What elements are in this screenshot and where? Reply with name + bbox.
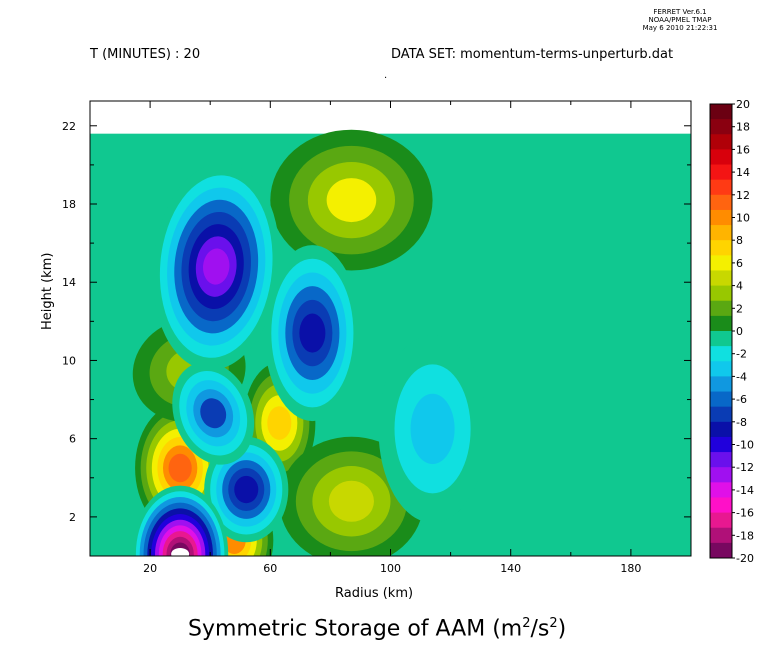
title-sup-2: 2 (549, 616, 558, 631)
x-tick-label: 180 (620, 562, 641, 575)
contour-band (171, 548, 190, 556)
colorbar-swatch (710, 331, 732, 347)
contour-feature (264, 245, 361, 422)
colorbar-swatch (710, 225, 732, 241)
colorbar-swatch (710, 270, 732, 287)
colorbar-swatch (710, 119, 732, 135)
colorbar-label: -18 (736, 529, 754, 542)
colorbar-label: -10 (736, 439, 754, 452)
colorbar-swatch (710, 300, 732, 317)
software-line-3: May 6 2010 21:22:31 (642, 24, 718, 32)
contour-band (328, 480, 374, 522)
colorbar-swatch (710, 421, 732, 438)
field-blank-top (90, 116, 691, 134)
title-end: ) (557, 616, 567, 642)
colorbar-swatch (710, 361, 732, 377)
colorbar-swatch (710, 255, 732, 271)
x-tick-label: 140 (500, 562, 521, 575)
colorbar-swatch (710, 104, 732, 120)
colorbar-label: -6 (736, 393, 747, 406)
title-sup-1: 2 (522, 616, 531, 631)
colorbar-swatch (710, 497, 732, 514)
colorbar-swatch (710, 209, 732, 226)
colorbar-swatch (710, 436, 732, 453)
colorbar-swatch (710, 240, 732, 256)
colorbar-swatch (710, 542, 732, 559)
colorbar-label: 6 (736, 257, 743, 270)
colorbar-label: 12 (736, 189, 750, 202)
colorbar-swatch (710, 391, 732, 408)
colorbar-swatch (710, 482, 732, 498)
colorbar-swatch (710, 134, 732, 150)
contour-field (90, 116, 691, 556)
colorbar-swatch (710, 512, 732, 529)
software-line-2: NOAA/PMEL TMAP (648, 16, 712, 24)
time-label: T (MINUTES) : 20 (90, 47, 201, 62)
software-stamp: FERRET Ver.6.1 NOAA/PMEL TMAP May 6 2010… (640, 8, 720, 32)
contour-band (267, 406, 292, 440)
y-tick-label: 14 (62, 276, 76, 289)
y-axis-ticks: 2 6 10 14 18 22 (62, 120, 691, 557)
contour-feature (152, 163, 280, 370)
y-tick-label: 22 (62, 120, 76, 133)
dataset-label: DATA SET: momentum-terms-unperturb.dat (391, 47, 674, 62)
x-tick-label: 60 (263, 562, 277, 575)
y-axis-label: Height (km) (40, 252, 55, 330)
contour-feature (132, 485, 229, 556)
x-tick-label: 100 (380, 562, 401, 575)
y-tick-label: 10 (62, 354, 76, 367)
colorbar-swatch (710, 406, 732, 423)
colorbar-swatch (710, 179, 732, 196)
x-tick-label: 20 (143, 562, 157, 575)
colorbar-swatch (710, 467, 732, 483)
title-mid: /s (530, 616, 550, 642)
contour-feature (378, 335, 487, 523)
colorbar-swatch (710, 527, 732, 544)
contour-band (168, 453, 192, 483)
colorbar-swatch (710, 346, 732, 362)
colorbar-swatch (710, 164, 732, 181)
colorbar-label: 16 (736, 143, 750, 156)
colorbar-swatch (710, 149, 732, 166)
contour-band (299, 313, 326, 353)
colorbar-swatch (710, 452, 732, 468)
contour-band (200, 398, 227, 429)
contour-feature (172, 361, 255, 465)
x-axis-label: Radius (km) (335, 586, 414, 601)
colorbar-label: -16 (736, 507, 754, 520)
chart-title: Symmetric Storage of AAM (m2/s2) (188, 616, 566, 641)
colorbar-label: -14 (736, 484, 754, 497)
contour-band (326, 178, 377, 223)
colorbar-swatch (710, 285, 732, 302)
contour-band (234, 475, 259, 504)
colorbar-label: -20 (736, 552, 754, 565)
software-line-1: FERRET Ver.6.1 (653, 8, 707, 16)
colorbar-swatch (710, 194, 732, 211)
center-dot: . (384, 70, 388, 81)
colorbar-swatch (710, 376, 732, 393)
colorbar-label: -12 (736, 461, 754, 474)
colorbar-label: 14 (736, 166, 750, 179)
colorbar-swatch (710, 315, 732, 332)
colorbar-label: -4 (736, 370, 747, 383)
colorbar-label: 2 (736, 302, 743, 315)
colorbar: 20181614121086420-2-4-6-8-10-12-14-16-18… (709, 98, 754, 565)
contour-band (203, 248, 230, 285)
colorbar-label: 0 (736, 325, 743, 338)
colorbar-label: 8 (736, 234, 743, 247)
colorbar-label: -8 (736, 416, 747, 429)
x-axis-ticks: 20 60 100 140 180 (89, 101, 692, 575)
y-tick-label: 6 (69, 433, 76, 446)
contour-feature (270, 129, 433, 271)
colorbar-label: 18 (736, 121, 750, 134)
y-tick-label: 2 (69, 511, 76, 524)
colorbar-label: 20 (736, 98, 750, 111)
contour-band (410, 393, 455, 465)
y-tick-label: 18 (62, 198, 76, 211)
colorbar-label: 10 (736, 212, 750, 225)
colorbar-label: 4 (736, 280, 743, 293)
title-main: Symmetric Storage of AAM (m (188, 616, 523, 642)
colorbar-label: -2 (736, 348, 747, 361)
